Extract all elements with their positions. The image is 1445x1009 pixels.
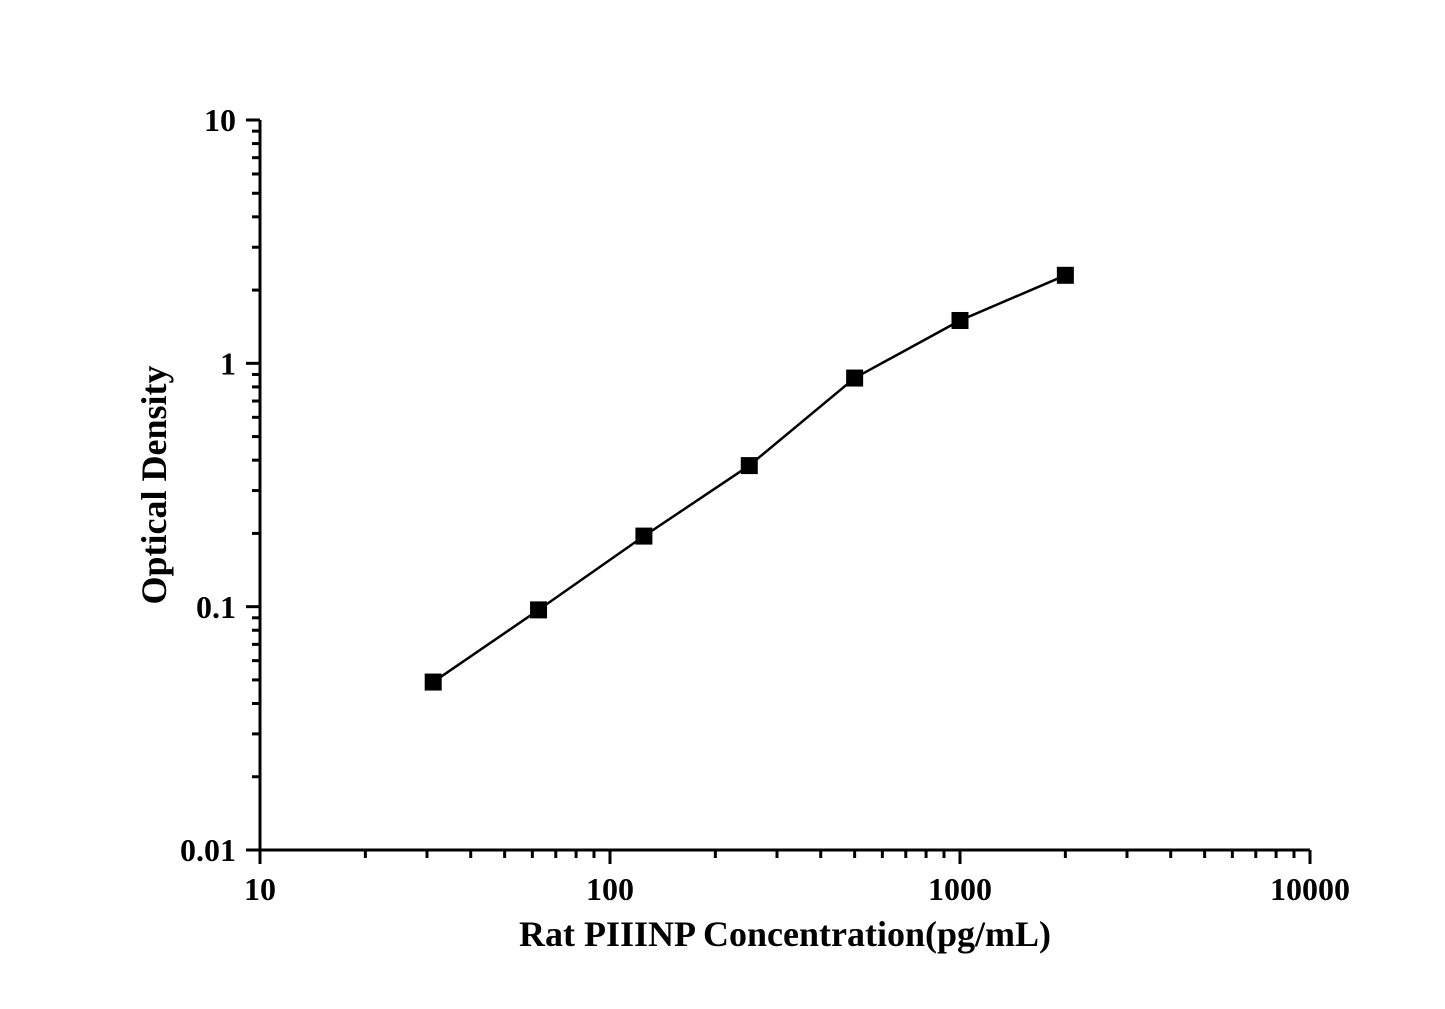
y-axis-label: Optical Density [134, 366, 174, 605]
x-axis-label: Rat PIIINP Concentration(pg/mL) [519, 914, 1051, 954]
y-tick-label: 10 [204, 102, 236, 138]
x-tick-label: 1000 [928, 871, 992, 907]
y-tick-label: 0.01 [180, 832, 236, 868]
series-marker [1057, 267, 1073, 283]
series-marker [531, 602, 547, 618]
chart-container: 10 100 1000 10000 0.01 0.1 1 10 Rat PIIINP Conce… [0, 0, 1445, 1009]
chart-svg: 10 100 1000 10000 0.01 0.1 1 10 Rat PIIINP Conce… [0, 0, 1445, 1009]
y-tick-label: 0.1 [196, 589, 236, 625]
series-marker [636, 528, 652, 544]
x-tick-label: 100 [586, 871, 634, 907]
series-marker [847, 370, 863, 386]
y-tick-label: 1 [220, 346, 236, 382]
x-tick-label: 10 [244, 871, 276, 907]
series-marker [952, 312, 968, 328]
series-marker [741, 458, 757, 474]
series-marker [425, 674, 441, 690]
x-tick-label: 10000 [1270, 871, 1350, 907]
